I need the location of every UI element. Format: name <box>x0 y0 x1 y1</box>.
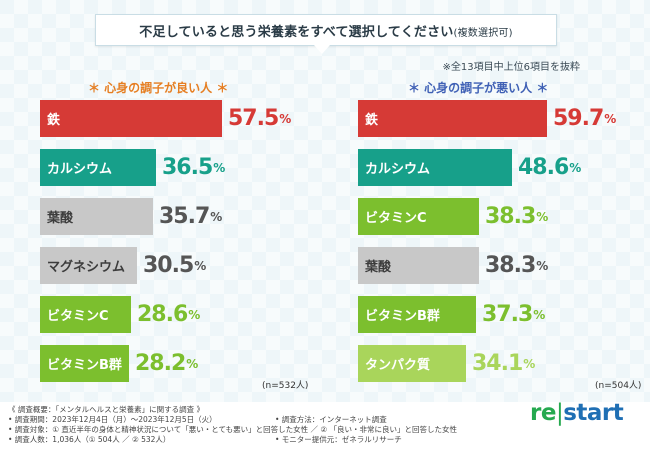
bar-value-label: 59.7% <box>553 106 617 131</box>
bar-bad-0: 鉄 <box>358 100 547 137</box>
question-title-box: 不足していると思う栄養素をすべて選択してください(複数選択可) <box>95 14 557 54</box>
bar-label: カルシウム <box>365 162 431 177</box>
survey-summary: 《 調査概要：「メンタルヘルスと栄養素」に関する調査 》 <box>8 405 205 414</box>
bar-label: ビタミンC <box>47 309 109 324</box>
bar-label: ビタミンB群 <box>365 309 440 324</box>
sample-size-bad: (n=504人) <box>595 381 642 391</box>
bar-good-5: ビタミンB群 <box>40 345 129 382</box>
bar-good-1: カルシウム <box>40 149 156 186</box>
survey-period: • 調査期間：2023年12月4日（月）〜2023年12月5日（火） <box>8 415 217 424</box>
bar-bad-1: カルシウム <box>358 149 512 186</box>
bar-value-label: 36.5% <box>162 155 226 180</box>
bar-label: 葉酸 <box>365 260 392 275</box>
bar-bad-4: ビタミンB群 <box>358 296 476 333</box>
question-title: 不足していると思う栄養素をすべて選択してください(複数選択可) <box>139 24 513 40</box>
bar-label: ビタミンB群 <box>47 358 122 373</box>
survey-method: • 調査方法：インターネット調査 <box>275 415 387 424</box>
bar-label: ビタミンC <box>365 211 427 226</box>
survey-footer: 《 調査概要：「メンタルヘルスと栄養素」に関する調査 》 • 調査期間：2023… <box>0 402 650 450</box>
selection-note: ※全13項目中上位6項目を抜粋 <box>442 62 580 73</box>
group-title-bad: ＊ 心身の調子が悪い人 ＊ <box>408 81 549 95</box>
bar-label: マグネシウム <box>47 260 126 275</box>
bar-value-label: 48.6% <box>518 155 582 180</box>
survey-count: • 調査人数：1,036人（① 504人 ／ ② 532人） <box>8 435 171 444</box>
bar-good-3: マグネシウム <box>40 247 137 284</box>
group-title-good: ＊ 心身の調子が良い人 ＊ <box>88 81 229 95</box>
bar-value-label: 37.3% <box>482 302 546 327</box>
bar-good-0: 鉄 <box>40 100 222 137</box>
bar-bad-3: 葉酸 <box>358 247 479 284</box>
sample-size-good: (n=532人) <box>262 381 309 391</box>
bar-value-label: 57.5% <box>228 106 292 131</box>
restart-logo: re|start <box>530 400 624 426</box>
bar-label: 鉄 <box>47 113 61 128</box>
bar-bad-5: タンパク質 <box>358 345 466 382</box>
survey-target: • 調査対象：① 直近半年の身体と精神状況について「悪い・とても悪い」と回答した… <box>8 425 457 434</box>
bar-value-label: 28.6% <box>137 302 201 327</box>
bar-good-2: 葉酸 <box>40 198 153 235</box>
bar-value-label: 34.1% <box>472 351 536 376</box>
bar-bad-2: ビタミンC <box>358 198 479 235</box>
bar-label: カルシウム <box>47 162 113 177</box>
bar-label: 鉄 <box>365 113 379 128</box>
bar-good-4: ビタミンC <box>40 296 131 333</box>
bar-label: 葉酸 <box>47 211 74 226</box>
bar-value-label: 38.3% <box>485 253 549 278</box>
survey-provider: • モニター提供元：ゼネラルリサーチ <box>275 435 402 444</box>
bar-value-label: 38.3% <box>485 204 549 229</box>
bar-value-label: 28.2% <box>135 351 199 376</box>
bar-value-label: 35.7% <box>159 204 223 229</box>
bar-label: タンパク質 <box>365 358 431 373</box>
bar-value-label: 30.5% <box>143 253 207 278</box>
